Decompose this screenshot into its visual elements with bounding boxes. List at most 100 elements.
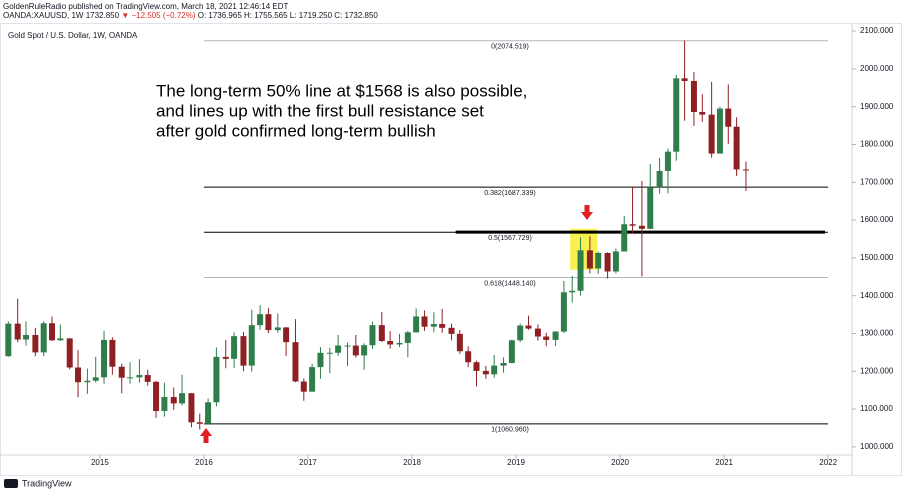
- y-tick-label: 1800.000: [860, 140, 894, 149]
- candle-body: [179, 393, 186, 404]
- candle-body: [231, 336, 238, 359]
- x-tick-label: 2021: [715, 458, 733, 467]
- candle-body: [127, 377, 134, 379]
- candle-body: [326, 352, 333, 354]
- y-tick-label: 1200.000: [860, 366, 894, 375]
- candle-body: [681, 78, 688, 81]
- candle-body: [517, 325, 524, 341]
- candle-body: [378, 325, 385, 342]
- publish-line: GoldenRuleRadio published on TradingView…: [3, 2, 289, 11]
- candle-body: [136, 375, 143, 378]
- y-tick-label: 2000.000: [860, 64, 894, 73]
- annotation-line: after gold confirmed long-term bullish: [156, 121, 436, 140]
- candle-body: [716, 108, 723, 154]
- y-tick-label: 1000.000: [860, 442, 894, 451]
- candle-body: [170, 396, 177, 404]
- candle-body: [335, 345, 342, 353]
- price-change: ▼ −12.505 (−0.72%): [121, 11, 196, 20]
- candle-body: [387, 341, 394, 345]
- candle-body: [569, 290, 576, 293]
- arrow-down: [581, 205, 593, 220]
- fib-label: 0.618(1448.140): [484, 280, 535, 287]
- candle-body: [595, 252, 602, 269]
- y-tick-label: 1100.000: [860, 404, 893, 413]
- candle-body: [188, 393, 195, 423]
- y-tick-label: 2100.000: [860, 26, 894, 35]
- candle-body: [733, 126, 740, 170]
- highlight-box: [570, 228, 598, 270]
- candle-body: [482, 370, 489, 375]
- candle-body: [265, 314, 272, 331]
- candle-body: [647, 187, 654, 229]
- candle-body: [196, 422, 203, 424]
- y-tick-label: 1600.000: [860, 215, 894, 224]
- candle-body: [638, 225, 645, 229]
- y-tick-label: 1400.000: [860, 291, 894, 300]
- candle-body: [413, 316, 420, 333]
- x-tick-label: 2018: [403, 458, 421, 467]
- candle-body: [742, 169, 749, 171]
- candle-body: [292, 342, 299, 382]
- candle-body: [14, 323, 21, 340]
- candle-body: [144, 375, 151, 382]
- candle-body: [690, 80, 697, 112]
- candle-body: [604, 252, 611, 272]
- candle-body: [101, 339, 108, 378]
- ohlc: O: 1736.965 H: 1755.565 L: 1719.250 C: 1…: [197, 11, 378, 20]
- candle-body: [560, 292, 567, 332]
- candle-body: [465, 351, 472, 363]
- candle-body: [248, 325, 255, 366]
- candle-body: [396, 342, 403, 345]
- logo: [4, 479, 18, 488]
- candle-body: [708, 114, 715, 154]
- candle-body: [84, 380, 91, 383]
- last-price: 1732.850: [85, 11, 120, 20]
- candle-body: [352, 345, 359, 356]
- candle-body: [552, 331, 559, 340]
- x-tick-label: 2020: [611, 458, 629, 467]
- candle-body: [57, 338, 64, 341]
- x-tick-label: 2022: [819, 458, 837, 467]
- candle-body: [240, 336, 247, 366]
- candle-body: [612, 251, 619, 272]
- candle-body: [49, 323, 56, 341]
- candle-body: [300, 381, 307, 392]
- candle-body: [699, 111, 706, 115]
- chart-title: Gold Spot / U.S. Dollar, 1W, OANDA: [8, 31, 138, 40]
- y-tick-label: 1900.000: [860, 102, 894, 111]
- candle-body: [577, 250, 584, 291]
- fib-label: 0.5(1567.729): [488, 235, 532, 242]
- candle-body: [40, 323, 47, 353]
- candle-body: [621, 224, 628, 252]
- y-tick-label: 1300.000: [860, 329, 894, 338]
- fib-label: 1(1060.960): [491, 427, 529, 434]
- arrow-up: [200, 428, 212, 443]
- candle-body: [473, 362, 480, 371]
- candle-body: [525, 325, 532, 329]
- candle-body: [92, 377, 99, 381]
- x-tick-label: 2015: [91, 458, 109, 467]
- candle-body: [500, 362, 507, 366]
- x-tick-label: 2017: [299, 458, 317, 467]
- candle-body: [257, 314, 264, 326]
- candle-body: [664, 151, 671, 171]
- candle-body: [118, 366, 125, 378]
- candle-body: [439, 324, 446, 328]
- candle-body: [491, 365, 498, 375]
- candle-body: [344, 345, 351, 347]
- candle-body: [673, 78, 680, 152]
- y-tick-label: 1500.000: [860, 253, 894, 262]
- fib-label: 0(2074.519): [491, 44, 529, 51]
- candle-body: [75, 367, 82, 383]
- candle-body: [656, 170, 663, 188]
- symbol: OANDA:XAUUSD, 1W: [3, 11, 84, 20]
- brand: TradingView: [22, 478, 72, 488]
- candle-body: [205, 402, 212, 424]
- candle-body: [222, 356, 229, 359]
- footer: TradingView: [4, 478, 72, 488]
- candle-body: [629, 224, 636, 226]
- candle-body: [32, 334, 39, 353]
- candle-body: [109, 339, 116, 367]
- candle-body: [404, 332, 411, 343]
